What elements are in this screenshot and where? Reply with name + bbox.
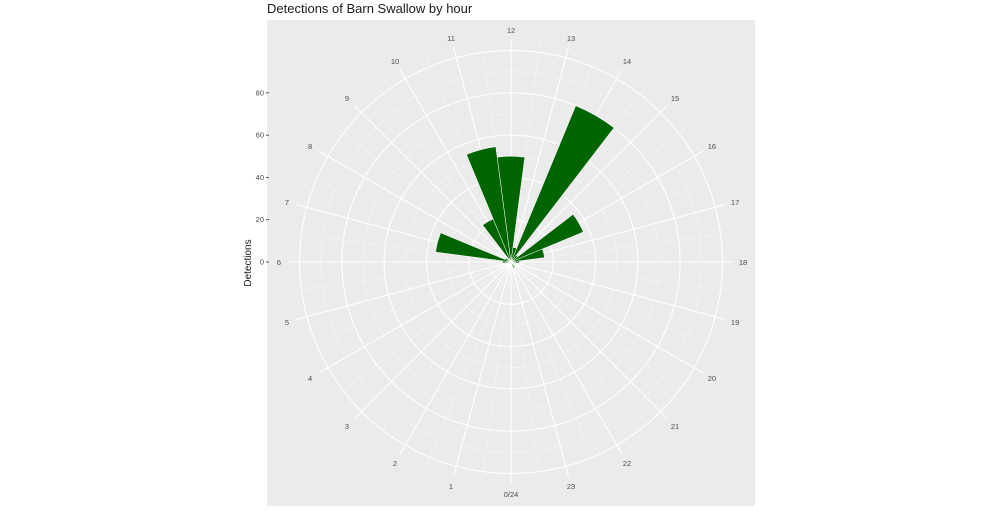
- hour-label: 23: [567, 482, 575, 491]
- hour-label: 1: [449, 482, 453, 491]
- hour-label: 10: [391, 57, 399, 66]
- hour-label: 3: [345, 422, 349, 431]
- hour-label: 15: [671, 94, 679, 103]
- major-grid-spoke: [510, 261, 726, 320]
- minor-grid-spoke: [510, 261, 597, 468]
- hour-label: 2: [393, 459, 397, 468]
- hour-label: 13: [567, 34, 575, 43]
- y-axis-title: Detections: [243, 239, 254, 286]
- hour-label: 11: [447, 34, 455, 43]
- hour-label: 6: [277, 258, 281, 267]
- major-grid-spoke: [318, 261, 512, 374]
- y-tick-label: 80: [256, 88, 264, 97]
- hour-label: 19: [731, 318, 739, 327]
- major-grid-spoke: [453, 261, 512, 477]
- minor-grid-spoke: [510, 261, 688, 398]
- major-grid-spoke: [510, 261, 623, 455]
- major-grid-spoke: [296, 261, 512, 320]
- hour-label: 0/24: [504, 490, 519, 499]
- chart-title: Detections of Barn Swallow by hour: [267, 1, 473, 16]
- major-grid-spoke: [318, 150, 512, 263]
- hour-label: 7: [285, 198, 289, 207]
- hour-label: 4: [308, 374, 312, 383]
- hour-label: 20: [708, 374, 716, 383]
- major-grid-spoke: [510, 261, 669, 420]
- hour-label: 16: [708, 142, 716, 151]
- minor-grid-spoke: [425, 261, 512, 468]
- hour-label: 9: [345, 94, 349, 103]
- hour-labels: 0/24123456789101112131415161718192021222…: [277, 26, 747, 499]
- hour-label: 12: [507, 26, 515, 35]
- minor-grid-spoke: [334, 126, 512, 263]
- major-grid-spoke: [353, 261, 512, 420]
- minor-grid-spoke: [290, 261, 512, 292]
- minor-grid-spoke: [510, 261, 541, 483]
- major-grid-spoke: [353, 104, 512, 263]
- minor-grid-spoke: [305, 261, 512, 348]
- bar-hour-14: [510, 105, 615, 263]
- bars-layer: [435, 105, 615, 269]
- major-grid-spoke: [510, 47, 569, 263]
- hour-label: 21: [671, 422, 679, 431]
- hour-label: 17: [731, 198, 739, 207]
- bar-hour-12: [496, 156, 526, 263]
- y-tick-label: 60: [256, 131, 264, 140]
- minor-grid-spoke: [510, 232, 732, 263]
- bar-hour-16: [510, 214, 584, 263]
- hour-label: 14: [623, 57, 631, 66]
- bar-hour-11: [466, 146, 512, 263]
- minor-grid-spoke: [510, 261, 647, 439]
- bar-hour-17: [510, 248, 545, 263]
- minor-grid-spoke: [510, 261, 717, 348]
- hour-label: 5: [285, 318, 289, 327]
- y-tick-label: 20: [256, 215, 264, 224]
- hour-label: 18: [739, 258, 747, 267]
- bar-hour-22: [510, 261, 516, 269]
- minor-grid-spoke: [481, 261, 512, 483]
- bar-hour-8: [504, 257, 512, 263]
- major-grid-spoke: [510, 204, 726, 263]
- bar-hour-18: [510, 260, 520, 264]
- hour-label: 22: [623, 459, 631, 468]
- major-grid-spoke: [510, 261, 569, 477]
- minor-grid-spoke: [510, 261, 732, 292]
- major-grid-spoke: [399, 261, 512, 455]
- bar-hour-7: [435, 232, 512, 263]
- grid-layer: [289, 40, 733, 484]
- minor-grid-spoke: [375, 261, 512, 439]
- y-tick-label: 0: [260, 258, 264, 267]
- minor-grid-spoke: [334, 261, 512, 398]
- major-grid-spoke: [510, 104, 669, 263]
- hour-label: 8: [308, 142, 312, 151]
- y-tick-label: 40: [256, 173, 264, 182]
- major-grid-spoke: [510, 261, 704, 374]
- y-axis: 0 20 40 60 80: [256, 88, 269, 267]
